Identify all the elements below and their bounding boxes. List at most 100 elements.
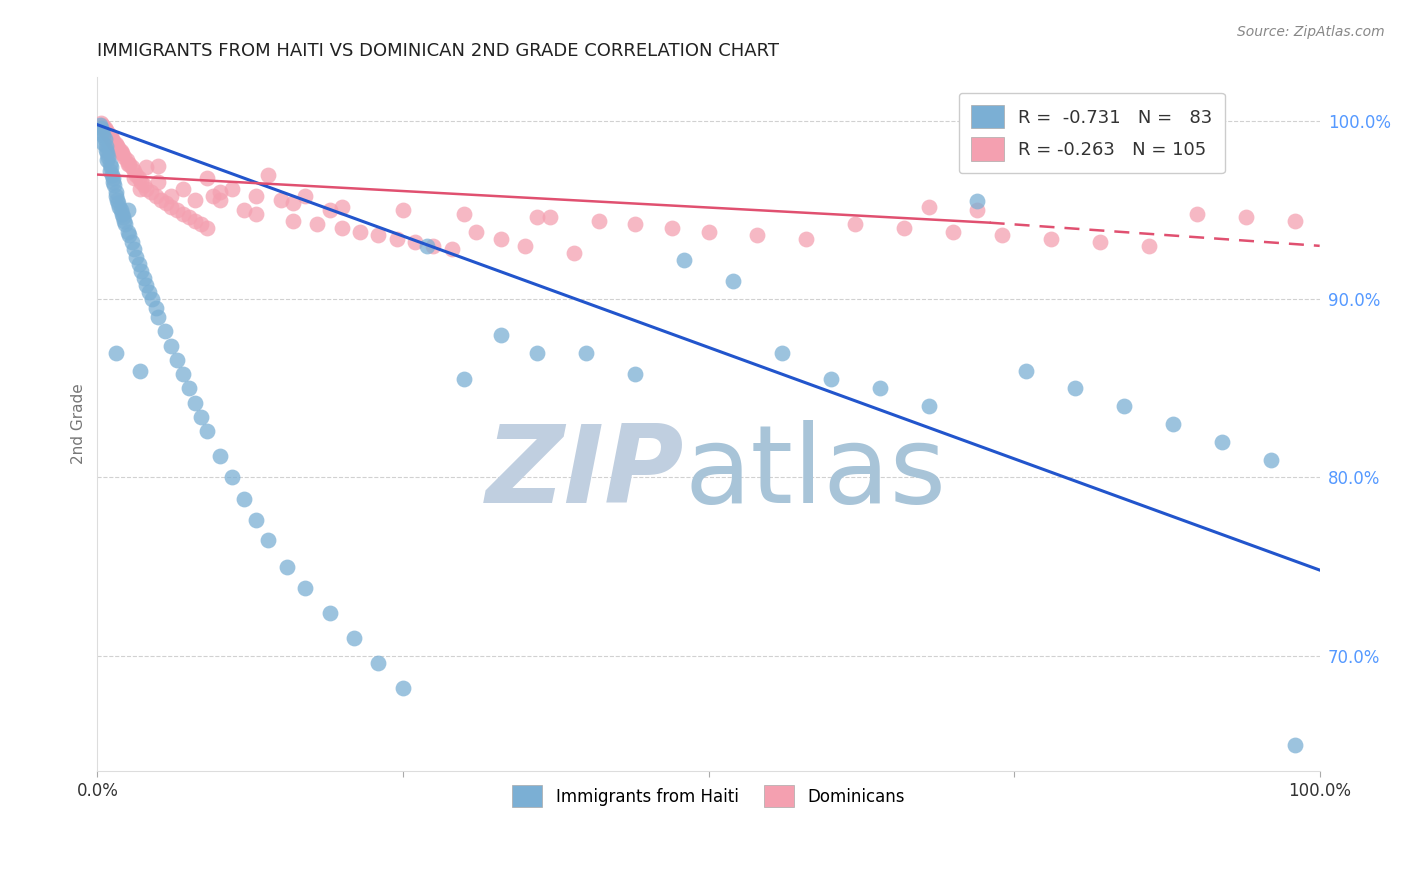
Point <box>125 250 148 264</box>
Point <box>257 533 280 547</box>
Point <box>103 134 125 148</box>
Point <box>159 200 181 214</box>
Point <box>132 271 155 285</box>
Point <box>661 221 683 235</box>
Point <box>94 143 117 157</box>
Point <box>330 200 353 214</box>
Point <box>93 136 115 150</box>
Point <box>966 203 988 218</box>
Point <box>575 345 598 359</box>
Point <box>114 218 136 232</box>
Point <box>195 171 218 186</box>
Point <box>172 207 194 221</box>
Point <box>721 275 744 289</box>
Point <box>138 285 160 300</box>
Point <box>770 345 793 359</box>
Point <box>104 189 127 203</box>
Point <box>1112 399 1135 413</box>
Point <box>125 168 148 182</box>
Point <box>276 559 298 574</box>
Point <box>747 228 769 243</box>
Text: atlas: atlas <box>685 419 946 525</box>
Point <box>117 157 139 171</box>
Point <box>148 159 170 173</box>
Point <box>111 211 134 225</box>
Point <box>281 196 304 211</box>
Point <box>107 196 129 211</box>
Point <box>453 372 475 386</box>
Point <box>94 139 117 153</box>
Point <box>103 178 125 193</box>
Point <box>416 239 439 253</box>
Point <box>117 203 139 218</box>
Point <box>1211 434 1233 449</box>
Point <box>318 606 340 620</box>
Point <box>96 125 118 139</box>
Point <box>538 211 561 225</box>
Point <box>104 139 127 153</box>
Point <box>526 345 548 359</box>
Point <box>93 132 115 146</box>
Point <box>96 146 118 161</box>
Point <box>624 367 647 381</box>
Point <box>108 143 131 157</box>
Point <box>145 301 167 316</box>
Point <box>117 225 139 239</box>
Point <box>624 218 647 232</box>
Point <box>1088 235 1111 250</box>
Point <box>208 186 231 200</box>
Point <box>233 203 256 218</box>
Point <box>118 157 141 171</box>
Point <box>159 189 181 203</box>
Point <box>100 161 122 175</box>
Point <box>349 225 371 239</box>
Point <box>132 178 155 193</box>
Point <box>294 189 316 203</box>
Point <box>208 449 231 463</box>
Point <box>112 214 135 228</box>
Point <box>107 143 129 157</box>
Point <box>89 118 111 132</box>
Point <box>343 631 366 645</box>
Point <box>94 123 117 137</box>
Point <box>195 424 218 438</box>
Point <box>257 168 280 182</box>
Point <box>149 193 172 207</box>
Point <box>129 182 152 196</box>
Point <box>166 203 188 218</box>
Y-axis label: 2nd Grade: 2nd Grade <box>72 384 86 465</box>
Point <box>129 363 152 377</box>
Point <box>526 211 548 225</box>
Point <box>98 128 121 143</box>
Point <box>221 182 243 196</box>
Point <box>404 235 426 250</box>
Point <box>139 186 162 200</box>
Point <box>392 681 415 695</box>
Point <box>245 513 267 527</box>
Point <box>869 381 891 395</box>
Text: IMMIGRANTS FROM HAITI VS DOMINICAN 2ND GRADE CORRELATION CHART: IMMIGRANTS FROM HAITI VS DOMINICAN 2ND G… <box>97 42 779 60</box>
Point <box>281 214 304 228</box>
Legend: Immigrants from Haiti, Dominicans: Immigrants from Haiti, Dominicans <box>505 777 912 815</box>
Point <box>122 171 145 186</box>
Point <box>942 225 965 239</box>
Point <box>93 128 115 143</box>
Point <box>245 189 267 203</box>
Point <box>184 214 207 228</box>
Point <box>1161 417 1184 431</box>
Point <box>172 182 194 196</box>
Point <box>294 581 316 595</box>
Point <box>697 225 720 239</box>
Point <box>100 130 122 145</box>
Text: ZIP: ZIP <box>485 419 685 525</box>
Point <box>145 189 167 203</box>
Point <box>1039 232 1062 246</box>
Point <box>1260 452 1282 467</box>
Point <box>101 132 124 146</box>
Point <box>1187 207 1209 221</box>
Point <box>588 214 610 228</box>
Point <box>794 232 817 246</box>
Point <box>90 121 112 136</box>
Point <box>94 125 117 139</box>
Point <box>107 141 129 155</box>
